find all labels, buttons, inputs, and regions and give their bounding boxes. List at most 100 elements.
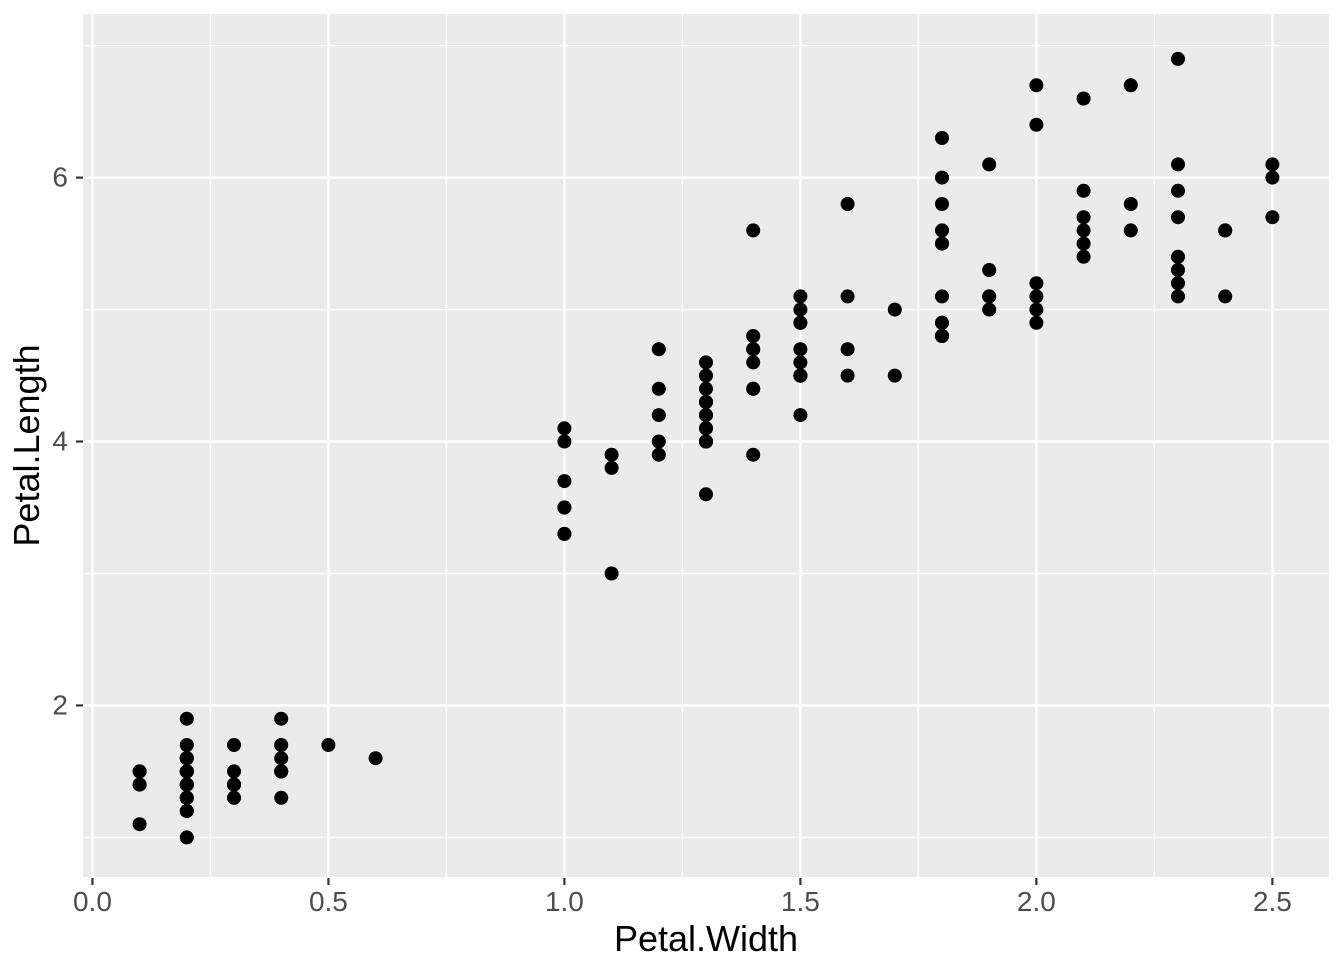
data-point	[935, 131, 949, 145]
x-tick-label: 2.0	[1017, 886, 1056, 917]
data-point	[1029, 289, 1044, 304]
data-point	[274, 764, 289, 779]
data-point	[179, 777, 194, 792]
x-axis-title: Petal.Width	[614, 918, 798, 959]
data-point	[699, 421, 713, 436]
data-point	[1171, 210, 1185, 225]
data-point	[699, 408, 713, 423]
data-point	[557, 474, 572, 489]
data-point	[1171, 183, 1185, 198]
data-point	[1171, 263, 1185, 277]
data-point	[132, 817, 147, 832]
data-point	[557, 526, 572, 541]
data-point	[1029, 315, 1044, 330]
data-point	[793, 355, 808, 370]
data-point	[1076, 223, 1091, 238]
data-point	[651, 447, 666, 462]
data-point	[1171, 289, 1185, 304]
data-point	[1265, 210, 1280, 225]
data-point	[699, 487, 713, 502]
data-point	[179, 751, 194, 766]
data-point	[935, 223, 949, 238]
data-point	[746, 447, 761, 462]
data-point	[132, 777, 147, 792]
data-point	[935, 289, 949, 304]
data-point	[1265, 170, 1280, 185]
data-point	[227, 790, 241, 805]
data-point	[1076, 236, 1091, 251]
data-point	[935, 236, 949, 251]
data-point	[982, 157, 997, 172]
data-point	[746, 342, 761, 357]
data-point	[179, 830, 194, 845]
data-point	[179, 790, 194, 805]
data-point	[840, 197, 855, 211]
x-tick-label: 1.5	[781, 886, 820, 917]
x-tick-label: 1.0	[545, 886, 584, 917]
data-point	[840, 342, 855, 357]
data-point	[274, 738, 289, 752]
data-point	[274, 711, 289, 726]
data-point	[179, 764, 194, 779]
data-point	[982, 263, 997, 277]
data-point	[1029, 302, 1044, 317]
chart-layer: 0.0 0.5 1.0 1.5 2.0 2.5 2 4 6	[52, 14, 1329, 917]
data-point	[1171, 51, 1185, 66]
data-point	[982, 302, 997, 317]
data-point	[179, 804, 194, 818]
data-point	[699, 381, 713, 396]
data-point	[793, 408, 808, 423]
data-point	[227, 777, 241, 792]
data-point	[651, 434, 666, 449]
data-point	[793, 289, 808, 304]
data-point	[1029, 276, 1044, 291]
data-point	[746, 223, 761, 238]
data-point	[1123, 197, 1138, 211]
data-point	[179, 738, 194, 752]
data-point	[227, 738, 241, 752]
data-point	[604, 447, 619, 462]
data-point	[1029, 117, 1044, 132]
data-point	[1171, 276, 1185, 291]
data-point	[1265, 157, 1280, 172]
data-point	[887, 368, 902, 383]
data-point	[1171, 157, 1185, 172]
y-tick-label: 4	[52, 426, 68, 457]
data-point	[1218, 223, 1233, 238]
data-point	[651, 381, 666, 396]
data-point	[699, 368, 713, 383]
data-point	[651, 342, 666, 357]
data-point	[746, 329, 761, 343]
data-point	[321, 738, 336, 752]
y-tick-label: 2	[52, 689, 68, 720]
y-axis-title: Petal.Length	[6, 344, 47, 546]
data-point	[746, 381, 761, 396]
data-point	[793, 342, 808, 357]
data-point	[935, 329, 949, 343]
data-point	[935, 315, 949, 330]
data-point	[274, 751, 289, 766]
data-point	[935, 197, 949, 211]
data-point	[1076, 91, 1091, 106]
data-point	[699, 395, 713, 409]
data-point	[557, 500, 572, 515]
data-point	[557, 421, 572, 436]
data-point	[793, 368, 808, 383]
data-point	[1076, 183, 1091, 198]
data-point	[840, 368, 855, 383]
data-point	[132, 764, 147, 779]
data-point	[793, 315, 808, 330]
data-point	[887, 302, 902, 317]
data-point	[368, 751, 383, 766]
data-point	[1076, 210, 1091, 225]
y-tick-label: 6	[52, 162, 68, 193]
data-point	[604, 460, 619, 475]
x-tick-label: 0.0	[73, 886, 112, 917]
data-point	[699, 355, 713, 370]
data-point	[1123, 223, 1138, 238]
data-point	[227, 764, 241, 779]
x-tick-label: 2.5	[1253, 886, 1292, 917]
data-point	[651, 408, 666, 423]
data-point	[793, 302, 808, 317]
data-point	[1218, 289, 1233, 304]
